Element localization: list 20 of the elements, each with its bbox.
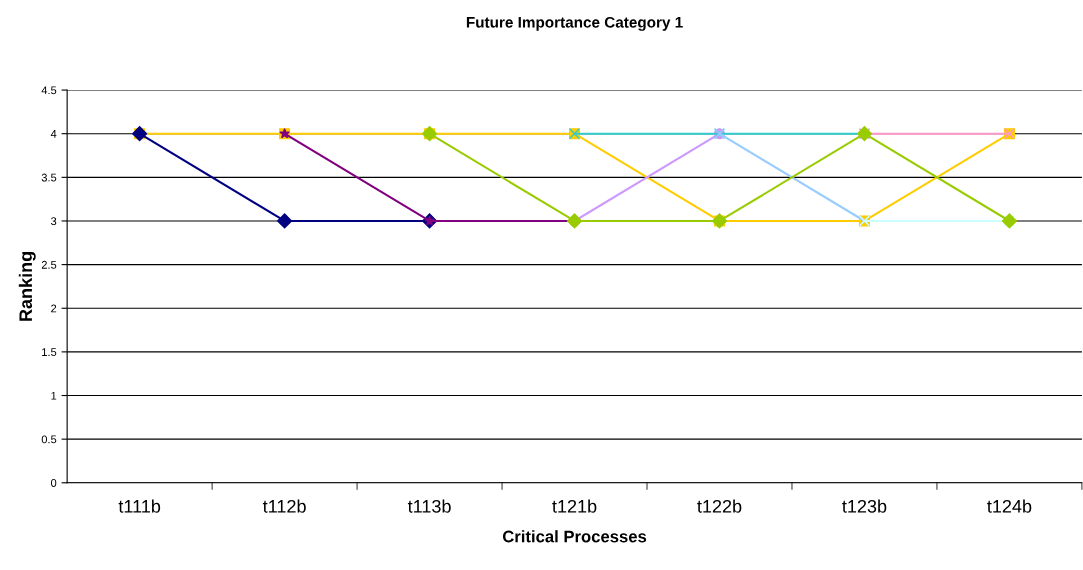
y-tick-label: 3.5 [41, 173, 57, 182]
y-axis-title: Ranking [18, 252, 36, 321]
x-tick-label: t111b [118, 499, 161, 513]
y-tick-label: 3 [50, 217, 57, 226]
y-tick-label: 2.5 [41, 260, 57, 269]
y-tick-label: 1.5 [42, 348, 57, 357]
y-tick-label: 0.5 [41, 435, 57, 444]
y-tick-label: 4 [50, 130, 57, 138]
x-tick-label: t123b [842, 499, 887, 513]
x-tick-label: t113b [407, 499, 451, 513]
x-tick-label: t124b [987, 499, 1032, 513]
y-tick-label: 1 [51, 391, 57, 400]
x-tick-label: t112b [262, 499, 306, 513]
y-tick-label: 2 [51, 304, 57, 313]
chart-title: Future Importance Category 1 [466, 16, 683, 31]
y-tick-label: 0 [50, 479, 57, 487]
y-tick-label: 4.5 [41, 86, 57, 95]
x-tick-label: t121b [552, 499, 597, 513]
x-axis-title: Critical Processes [502, 530, 647, 543]
x-tick-label: t122b [697, 499, 742, 513]
